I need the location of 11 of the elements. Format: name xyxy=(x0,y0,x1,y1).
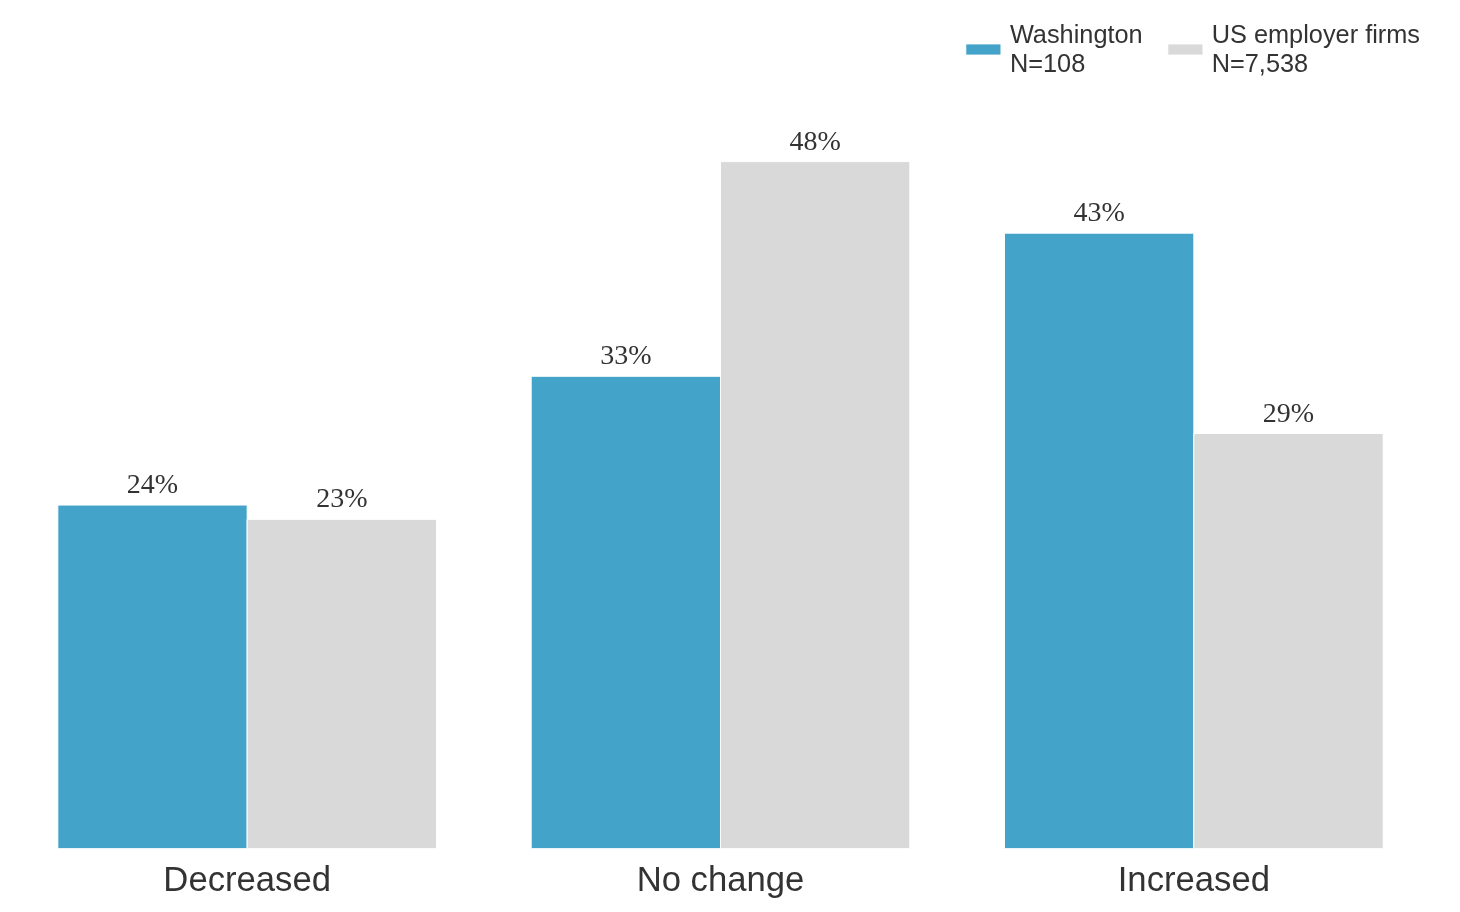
legend-label: Washington N=108 xyxy=(1009,20,1143,78)
x-tick-label: Decreased xyxy=(163,859,331,898)
data-label: 33% xyxy=(600,339,652,371)
x-tick-label: No change xyxy=(636,859,805,898)
x-tick-label: Increased xyxy=(1117,859,1270,898)
data-label: 23% xyxy=(316,482,368,514)
legend-label: US employer firms N=7,538 xyxy=(1211,20,1420,78)
data-label: 43% xyxy=(1073,196,1125,228)
data-label: 29% xyxy=(1262,396,1315,428)
data-label: 48% xyxy=(789,124,841,156)
data-label: 24% xyxy=(126,468,179,500)
